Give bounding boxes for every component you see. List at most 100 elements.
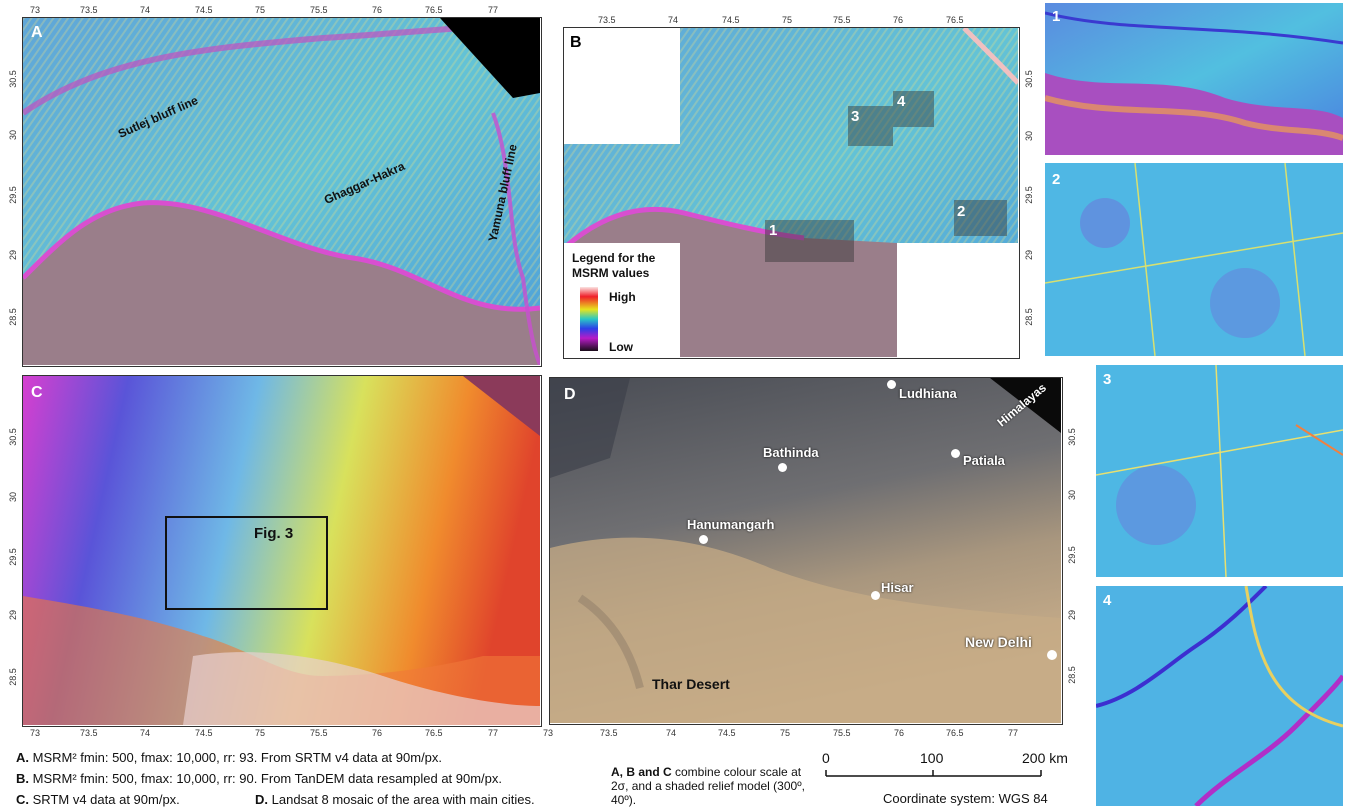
caption-b-key: B. bbox=[16, 771, 29, 786]
legend-title-line2: MSRM values bbox=[572, 266, 650, 280]
tick-label: 28.5 bbox=[1023, 308, 1034, 326]
tick-label: 30.5 bbox=[7, 70, 18, 88]
tick-label: 73 bbox=[30, 5, 41, 15]
tick-label: 75.5 bbox=[310, 5, 328, 15]
legend-high: High bbox=[609, 290, 636, 304]
caption-b-text: MSRM² fmin: 500, fmax: 10,000, rr: 90. F… bbox=[32, 771, 503, 786]
inset-number: 3 bbox=[1103, 371, 1112, 388]
scale-bar-line bbox=[825, 770, 1042, 777]
caption-c-text: SRTM v4 data at 90m/px. bbox=[32, 792, 180, 807]
tick-label: 30 bbox=[8, 491, 19, 503]
tick-label: 30.5 bbox=[1066, 428, 1077, 446]
tick-label: 77 bbox=[1008, 728, 1019, 738]
tick-label: 77 bbox=[488, 728, 499, 738]
colour-scale-note: A, B and C combine colour scale at 2σ, a… bbox=[611, 765, 811, 807]
city-label-patiala: Patiala bbox=[963, 453, 1005, 468]
caption-a-key: A. bbox=[16, 750, 29, 765]
caption-a-text: MSRM² fmin: 500, fmax: 10,000, rr: 93. F… bbox=[32, 750, 443, 765]
inset-4: 4 bbox=[1096, 586, 1343, 806]
legend-title-line1: Legend for the bbox=[572, 251, 656, 265]
caption-b: B. MSRM² fmin: 500, fmax: 10,000, rr: 90… bbox=[16, 771, 502, 786]
note-text: combine colour scale at 2σ, and a shaded… bbox=[611, 765, 805, 807]
city-marker-new-delhi bbox=[1047, 650, 1057, 660]
tick-label: 76 bbox=[372, 728, 383, 738]
box-label: 3 bbox=[851, 108, 860, 125]
note-keys: A, B and C bbox=[611, 765, 672, 779]
caption-d-text: Landsat 8 mosaic of the area with main c… bbox=[271, 792, 535, 807]
coordinate-system: Coordinate system: WGS 84 bbox=[883, 791, 1048, 806]
caption-a: A. MSRM² fmin: 500, fmax: 10,000, rr: 93… bbox=[16, 750, 442, 765]
scale-bar: 0 100 200 km bbox=[820, 750, 1068, 790]
panel-letter: B bbox=[570, 34, 582, 51]
box-label: 4 bbox=[897, 93, 906, 110]
panel-letter: D bbox=[564, 386, 576, 403]
tick-label: 30 bbox=[1024, 130, 1035, 142]
tick-label: 73 bbox=[543, 728, 554, 738]
tick-label: 29 bbox=[1024, 249, 1035, 261]
city-label-hisar: Hisar bbox=[881, 580, 914, 595]
panel-letter: A bbox=[31, 24, 43, 41]
panel-letter: C bbox=[31, 384, 43, 401]
tick-label: 73.5 bbox=[80, 5, 98, 15]
panel-c-map: C Fig. 3 bbox=[23, 376, 540, 725]
tick-label: 75 bbox=[255, 728, 266, 738]
tick-label: 76 bbox=[893, 15, 904, 25]
tick-label: 76 bbox=[894, 728, 905, 738]
city-label-new-delhi: New Delhi bbox=[965, 634, 1032, 650]
fig-3-label: Fig. 3 bbox=[254, 525, 294, 542]
scale-label-0: 0 bbox=[822, 750, 830, 766]
inset-number: 1 bbox=[1052, 8, 1061, 25]
tick-label: 30.5 bbox=[7, 428, 18, 446]
tick-label: 29.5 bbox=[7, 548, 18, 566]
city-marker-hisar bbox=[871, 591, 880, 600]
tick-label: 29.5 bbox=[7, 186, 18, 204]
tick-label: 75.5 bbox=[833, 728, 851, 738]
tick-label: 28.5 bbox=[7, 308, 18, 326]
scale-label-100: 100 bbox=[920, 750, 944, 766]
tick-label: 74 bbox=[666, 728, 677, 738]
tick-label: 73 bbox=[30, 728, 41, 738]
tick-label: 73.5 bbox=[600, 728, 618, 738]
tick-label: 30 bbox=[1067, 489, 1078, 501]
tick-label: 75 bbox=[782, 15, 793, 25]
tick-label: 76.5 bbox=[425, 728, 443, 738]
thar-desert-label: Thar Desert bbox=[652, 676, 730, 692]
tick-label: 74 bbox=[668, 15, 679, 25]
tick-label: 29.5 bbox=[1023, 186, 1034, 204]
tick-label: 30.5 bbox=[1023, 70, 1034, 88]
tick-label: 76 bbox=[372, 5, 383, 15]
tick-label: 75.5 bbox=[310, 728, 328, 738]
tick-label: 29 bbox=[8, 609, 19, 621]
tick-label: 75.5 bbox=[833, 15, 851, 25]
tick-label: 76.5 bbox=[946, 728, 964, 738]
legend-colour-ramp bbox=[580, 287, 598, 351]
inset-3: 3 bbox=[1096, 365, 1343, 577]
tick-label: 76.5 bbox=[946, 15, 964, 25]
tick-label: 74.5 bbox=[718, 728, 736, 738]
panel-d-map: D Himalayas Thar Desert bbox=[550, 378, 1061, 723]
inset-number: 2 bbox=[1052, 171, 1061, 188]
tick-label: 29.5 bbox=[1066, 546, 1077, 564]
tick-label: 74.5 bbox=[195, 5, 213, 15]
tick-label: 74 bbox=[140, 728, 151, 738]
tick-label: 28.5 bbox=[7, 668, 18, 686]
caption-c-key: C. bbox=[16, 792, 29, 807]
tick-label: 76.5 bbox=[425, 5, 443, 15]
city-label-hanumangarh: Hanumangarh bbox=[687, 517, 775, 532]
tick-label: 77 bbox=[488, 5, 499, 15]
msrm-legend: Legend for the MSRM values High Low bbox=[564, 243, 680, 357]
tick-label: 73.5 bbox=[598, 15, 616, 25]
tick-label: 74 bbox=[140, 5, 151, 15]
caption-d: D. Landsat 8 mosaic of the area with mai… bbox=[255, 792, 535, 807]
box-label: 1 bbox=[769, 222, 778, 239]
caption-c: C. SRTM v4 data at 90m/px. bbox=[16, 792, 180, 807]
box-label: 2 bbox=[957, 203, 966, 220]
tick-label: 75 bbox=[780, 728, 791, 738]
panel-a-map: A Sutlej bluff line Ghaggar-Hakra Yamuna… bbox=[23, 18, 540, 365]
tick-label: 74.5 bbox=[722, 15, 740, 25]
tick-label: 75 bbox=[255, 5, 266, 15]
tick-label: 29 bbox=[1067, 609, 1078, 621]
city-marker-ludhiana bbox=[887, 380, 896, 389]
scale-label-200: 200 km bbox=[1022, 750, 1068, 766]
inset-1: 1 bbox=[1045, 3, 1343, 155]
